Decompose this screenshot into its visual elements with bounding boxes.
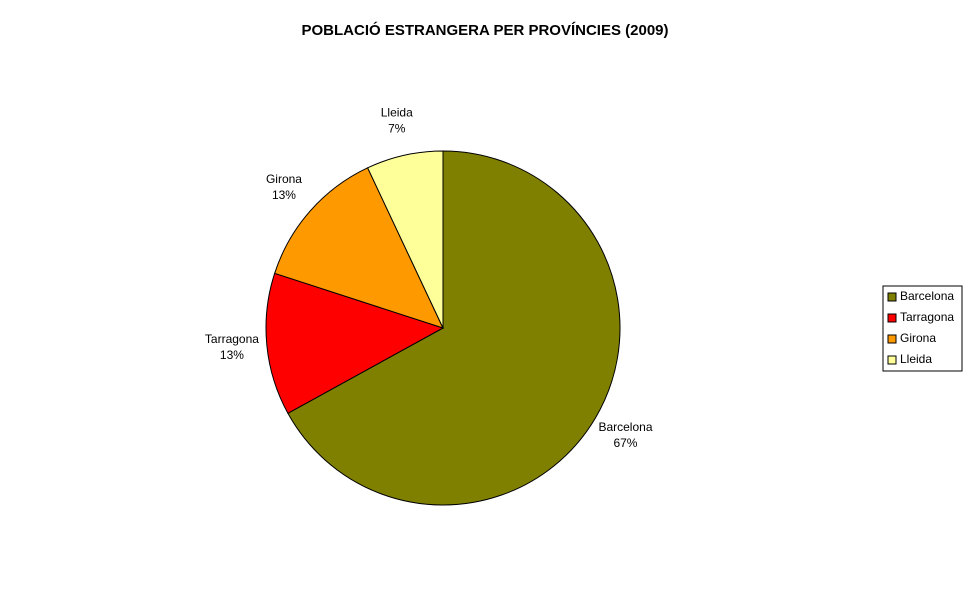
legend-label: Girona [900,331,936,345]
legend-swatch [887,334,897,344]
legend-label: Barcelona [900,289,954,303]
pie-slice [265,272,445,414]
pie-slice [366,150,444,329]
slice-value-label: 67% [613,436,637,450]
legend-swatch [887,292,897,302]
legend-label: Lleida [900,352,932,366]
slice-category-label: Lleida [381,105,413,119]
slice-category-label: Barcelona [598,420,652,434]
legend-swatch [887,355,897,365]
chart-title: POBLACIÓ ESTRANGERA PER PROVÍNCIES (2009… [301,21,668,39]
legend-swatch [887,313,897,323]
pie-slice [287,150,621,506]
slice-category-label: Girona [266,172,302,186]
legend-label: Tarragona [900,310,954,324]
slice-value-label: 13% [272,188,296,202]
slice-value-label: 13% [220,348,244,362]
slice-category-label: Tarragona [205,332,259,346]
slice-value-label: 7% [388,121,406,135]
pie-slice [274,167,444,329]
